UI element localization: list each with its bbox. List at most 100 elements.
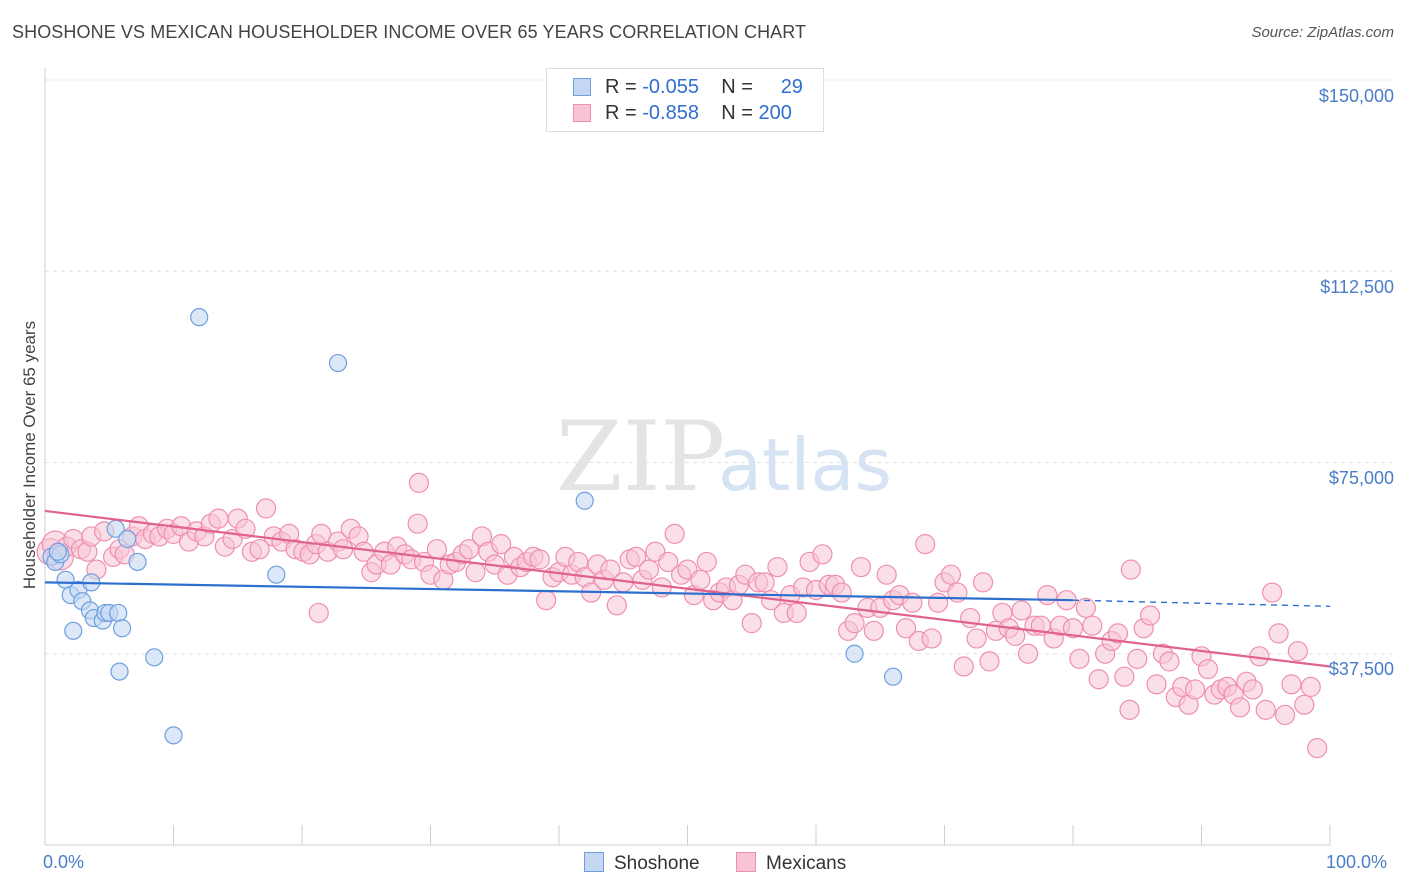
mexicans-point: [380, 554, 401, 575]
mexicans-point: [1127, 648, 1148, 669]
mexicans-point: [812, 544, 833, 565]
y-tick-label-37500: $37,500: [1328, 659, 1394, 679]
shoshone-point: [883, 667, 903, 686]
mexicans-point: [1146, 674, 1167, 695]
mexicans-point: [1011, 600, 1032, 621]
mexicans-point: [1294, 694, 1315, 715]
mexicans-point: [915, 533, 936, 555]
legend-n-label: N =: [721, 102, 753, 124]
shoshone-point: [267, 565, 286, 584]
mexicans-point: [1229, 697, 1251, 718]
shoshone-point: [575, 491, 594, 510]
mexicans-point: [902, 592, 923, 613]
legend-n-label: N =: [721, 76, 753, 98]
mexicans-point: [927, 592, 949, 613]
bottom-legend-shoshone: Shoshone: [584, 852, 700, 875]
shoshone-point: [164, 726, 183, 745]
mexicans-point: [208, 508, 229, 529]
mexicans-point: [458, 539, 480, 560]
mexicans-point: [1082, 615, 1103, 636]
y-tick-label-150000: $150,000: [1318, 86, 1394, 106]
mexicans-point: [966, 628, 987, 649]
mexicans-point: [606, 595, 627, 616]
mexicans-point: [786, 602, 807, 624]
mexicans-point: [664, 523, 685, 545]
mexicans-point: [972, 572, 994, 593]
mexicans-point: [333, 539, 354, 560]
mexicans-point: [625, 546, 647, 567]
legend-r-value-shoshone: -0.055: [642, 76, 699, 98]
mexicans-point: [1037, 584, 1058, 606]
shoshone-point: [109, 603, 128, 623]
mexicans-point: [1069, 648, 1090, 669]
mexicans-point: [767, 556, 788, 578]
mexicans-point: [311, 523, 332, 545]
mexicans-point: [308, 602, 329, 624]
shoshone-point: [145, 648, 164, 667]
mexicans-point: [1120, 559, 1141, 580]
x-tick-label-100: 100.0%: [1326, 852, 1388, 872]
mexicans-point: [1107, 623, 1129, 644]
mexicans-point: [658, 551, 679, 573]
mexicans-point: [895, 618, 917, 639]
watermark-atlas: atlas: [718, 423, 892, 507]
source-label: Source: ZipAtlas.com: [1251, 24, 1394, 41]
mexicans-point: [255, 498, 277, 519]
mexicans-point: [465, 562, 486, 583]
mexicans-point: [1242, 679, 1264, 700]
shoshone-point: [128, 552, 147, 572]
mexicans-trend-line: [44, 509, 1331, 668]
mexicans-point: [1262, 582, 1283, 603]
legend: R = -0.055 N = 29 R = -0.858 N = 200: [546, 68, 824, 132]
y-tick-label-112500: $112,500: [1320, 277, 1394, 297]
mexicans-point: [491, 533, 512, 555]
bottom-legend-swatch-mexicans: [736, 852, 756, 872]
bottom-legend-mexicans: Mexicans: [736, 852, 846, 875]
shoshone-trend-line-extension: [1072, 599, 1331, 608]
mexicans-point: [979, 651, 1000, 672]
mexicans-point: [876, 564, 897, 585]
legend-r-value-mexicans: -0.858: [642, 102, 699, 124]
mexicans-point: [1119, 699, 1140, 720]
mexicans-point: [921, 628, 942, 649]
mexicans-point: [1088, 669, 1109, 690]
mexicans-point: [1281, 674, 1302, 695]
mexicans-point: [831, 582, 852, 603]
mexicans-point: [690, 569, 711, 590]
mexicans-point: [407, 513, 428, 534]
mexicans-point: [638, 559, 660, 580]
shoshone-point: [64, 621, 83, 640]
mexicans-point: [1287, 641, 1308, 662]
mexicans-point: [426, 539, 448, 560]
shoshone-point: [118, 529, 137, 549]
legend-r-label: R =: [605, 102, 637, 124]
mexicans-point: [408, 472, 430, 493]
mexicans-point: [1075, 597, 1096, 618]
mexicans-point: [844, 613, 865, 634]
mexicans-point: [1300, 676, 1321, 698]
shoshone-point: [190, 308, 209, 327]
shoshone-point: [112, 619, 132, 638]
mexicans-point: [940, 564, 962, 585]
x-tick-label-0: 0.0%: [43, 852, 85, 872]
shoshone-point: [845, 644, 864, 663]
mexicans-point: [953, 656, 974, 677]
shoshone-trend-line: [44, 581, 1074, 602]
shoshone-point: [48, 542, 67, 561]
y-tick-label-75000: $75,000: [1328, 468, 1394, 488]
legend-r-label: R =: [605, 76, 637, 98]
shoshone-point: [328, 353, 348, 373]
mexicans-point: [1307, 737, 1328, 759]
mexicans-point: [754, 572, 775, 593]
bottom-legend-label-mexicans: Mexicans: [766, 853, 847, 874]
mexicans-point: [1274, 704, 1296, 726]
mexicans-point: [1255, 699, 1276, 720]
mexicans-point: [1114, 666, 1135, 687]
mexicans-point: [863, 620, 884, 641]
mexicans-point: [696, 551, 717, 573]
mexicans-point: [741, 613, 762, 634]
mexicans-point: [850, 556, 872, 578]
mexicans-point: [1005, 625, 1026, 647]
legend-n-value-mexicans: 200: [758, 102, 792, 124]
